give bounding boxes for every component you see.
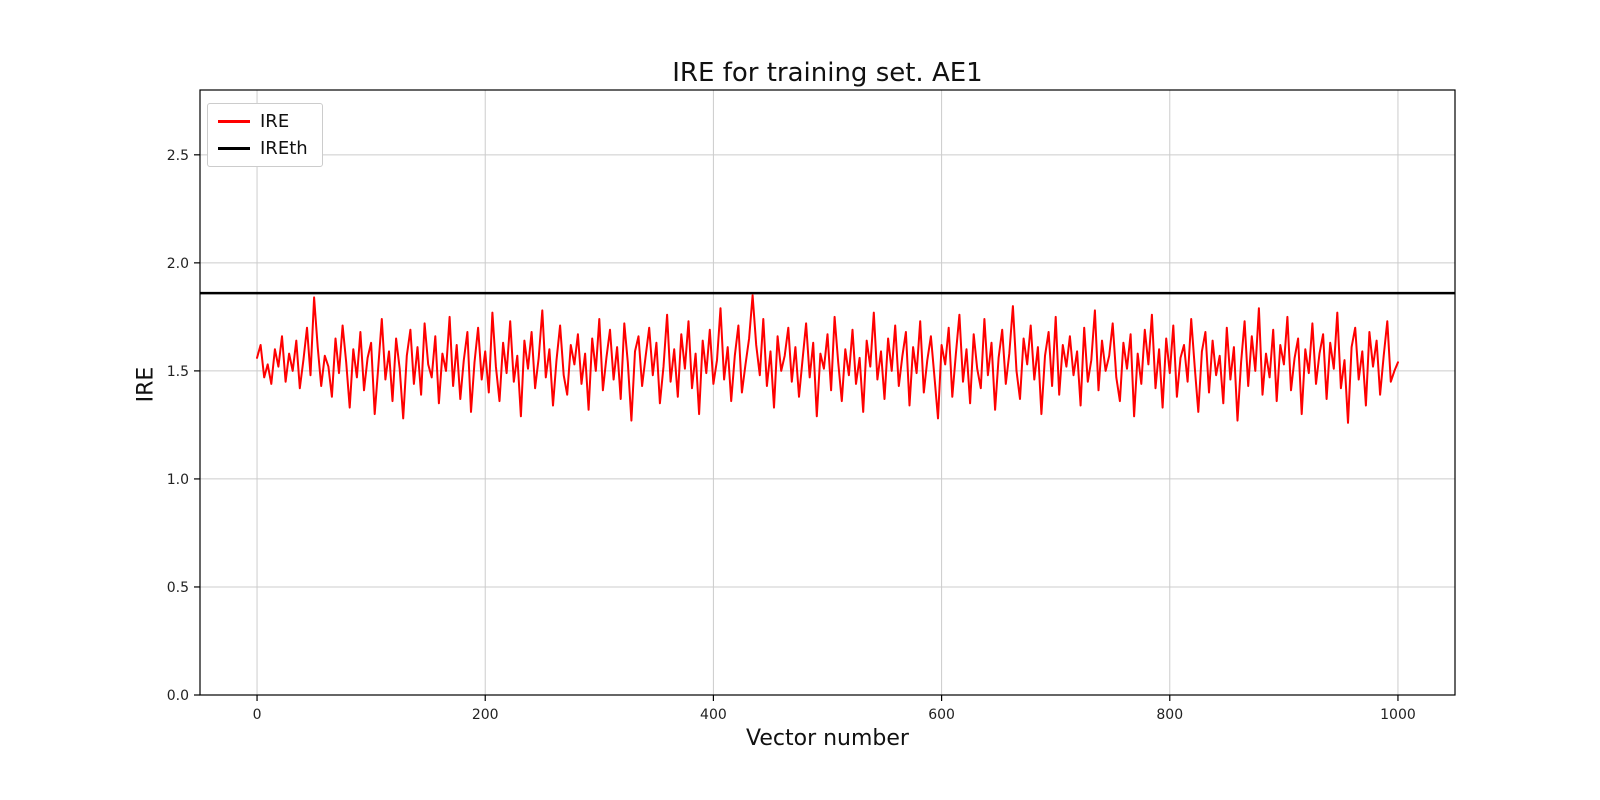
- x-tick-label: 400: [700, 707, 727, 723]
- legend-entry-ireth: IREth: [218, 138, 308, 159]
- x-tick-label: 200: [472, 707, 499, 723]
- legend-entry-ire: IRE: [218, 111, 308, 132]
- x-tick-label: 800: [1156, 707, 1183, 723]
- x-tick-label: 600: [928, 707, 955, 723]
- y-tick-label: 2.0: [167, 256, 189, 272]
- y-tick-label: 1.5: [167, 364, 189, 380]
- y-tick-label: 2.5: [167, 148, 189, 164]
- legend: IRE IREth: [207, 103, 323, 167]
- ireth-line-swatch: [218, 147, 250, 150]
- chart-title: IRE for training set. AE1: [672, 58, 983, 88]
- ire-line-swatch: [218, 120, 250, 123]
- y-tick-label: 1.0: [167, 472, 189, 488]
- x-axis-label: Vector number: [746, 726, 909, 751]
- x-tick-label: 0: [253, 707, 262, 723]
- legend-label-ire: IRE: [260, 111, 290, 132]
- y-tick-label: 0.5: [167, 580, 189, 596]
- x-tick-label: 1000: [1380, 707, 1416, 723]
- y-tick-label: 0.0: [167, 688, 189, 704]
- ire-series-line: [256, 294, 1399, 424]
- axes-spines: [199, 89, 1456, 696]
- legend-label-ireth: IREth: [260, 138, 308, 159]
